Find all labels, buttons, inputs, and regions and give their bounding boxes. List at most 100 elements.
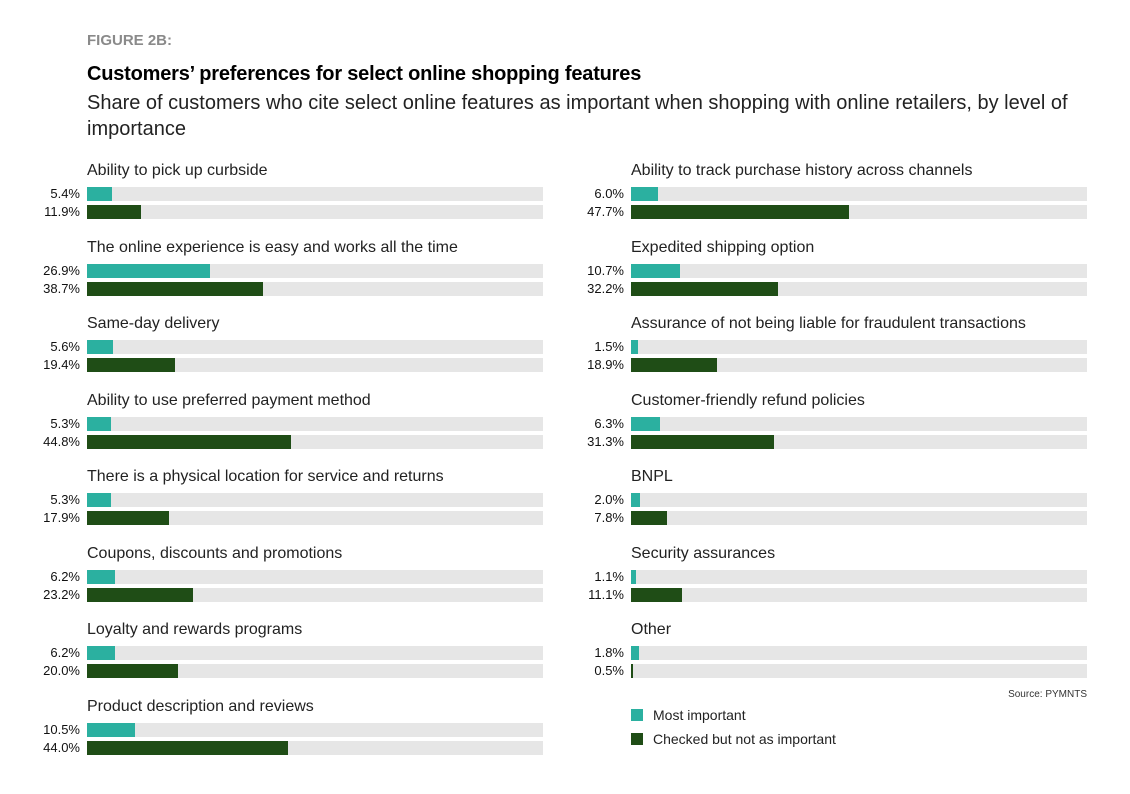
bar-most-important <box>87 722 135 737</box>
bar-most-important <box>87 187 112 201</box>
bar-checked <box>631 664 634 678</box>
value-label: 6.3% <box>594 415 624 431</box>
bar-most-important <box>87 416 112 431</box>
bar-track <box>631 434 1087 449</box>
bar-track <box>87 281 543 296</box>
bar-most-important <box>87 340 113 354</box>
bar-checked <box>87 587 193 602</box>
value-label: 11.9% <box>44 204 80 219</box>
category-label: Loyalty and rewards programs <box>87 621 303 638</box>
category-label: BNPL <box>631 468 673 485</box>
legend-label: Checked but not as important <box>653 731 836 747</box>
bar-checked <box>631 511 667 525</box>
value-label: 6.2% <box>50 645 80 660</box>
value-label: 5.3% <box>50 492 80 507</box>
bar-checked <box>631 587 682 602</box>
bar-checked <box>87 511 169 525</box>
category-label: Coupons, discounts and promotions <box>87 544 343 562</box>
value-label: 19.4% <box>43 357 80 372</box>
value-label: 23.2% <box>43 586 80 602</box>
bar-track <box>631 205 1087 219</box>
value-label: 31.3% <box>587 433 624 449</box>
bar-most-important <box>631 263 680 278</box>
value-label: 32.2% <box>587 280 624 296</box>
bar-most-important <box>631 416 660 431</box>
bar-checked <box>87 358 176 372</box>
bar-track <box>87 587 543 602</box>
bar-track <box>87 493 543 507</box>
value-label: 20.0% <box>43 663 80 678</box>
source-note: Source: PYMNTS <box>1008 689 1087 700</box>
legend-item-checked: Checked but not as important <box>631 731 836 747</box>
value-label: 11.1% <box>588 586 624 602</box>
bar-most-important <box>631 187 659 201</box>
category-label: Security assurances <box>631 544 776 562</box>
value-label: 10.5% <box>43 721 80 737</box>
bar-track <box>631 646 1087 660</box>
value-label: 47.7% <box>587 204 624 219</box>
category-label: There is a physical location for service… <box>87 468 444 485</box>
bar-track <box>87 187 543 201</box>
bar-checked <box>631 358 718 372</box>
bar-checked <box>87 740 288 755</box>
bar-checked <box>631 281 778 296</box>
bar-track <box>631 569 1087 584</box>
bar-track <box>631 416 1087 431</box>
bar-most-important <box>631 646 640 660</box>
category-label: The online experience is easy and works … <box>87 238 458 256</box>
category-label: Product description and reviews <box>87 697 314 715</box>
legend-swatch <box>631 733 643 745</box>
bar-track <box>631 281 1087 296</box>
bar-most-important <box>631 569 637 584</box>
chart-subtitle: Share of customers who cite select onlin… <box>87 92 1068 140</box>
category-label: Same-day delivery <box>87 315 220 332</box>
value-label: 7.8% <box>594 510 624 525</box>
value-label: 5.6% <box>50 339 80 354</box>
bar-track <box>87 740 543 755</box>
category-label: Ability to track purchase history across… <box>631 162 973 179</box>
value-label: 44.8% <box>43 433 80 449</box>
bar-most-important <box>87 569 116 584</box>
bar-track <box>631 340 1087 354</box>
category-label: Assurance of not being liable for fraudu… <box>631 315 1026 332</box>
bar-track <box>87 664 543 678</box>
bar-checked <box>87 205 142 219</box>
legend-label: Most important <box>653 707 746 723</box>
value-label: 1.1% <box>594 568 624 584</box>
bar-checked <box>87 434 292 449</box>
bar-track <box>631 263 1087 278</box>
bar-track <box>631 358 1087 372</box>
bar-checked <box>631 434 774 449</box>
bar-track <box>87 205 543 219</box>
value-label: 10.7% <box>587 262 624 278</box>
bar-checked <box>87 281 264 296</box>
value-label: 5.3% <box>50 415 80 431</box>
category-label: Ability to use preferred payment method <box>87 391 371 409</box>
bar-most-important <box>631 340 638 354</box>
value-label: 6.0% <box>594 186 624 201</box>
bar-track <box>87 263 543 278</box>
value-label: 26.9% <box>43 262 80 278</box>
value-label: 0.5% <box>594 663 624 678</box>
value-label: 1.5% <box>594 339 624 354</box>
value-label: 6.2% <box>50 568 80 584</box>
category-label: Ability to pick up curbside <box>87 162 268 179</box>
legend-item-most-important: Most important <box>631 707 746 723</box>
bar-track <box>631 511 1087 525</box>
bar-checked <box>631 205 849 219</box>
figure-label: FIGURE 2B: <box>87 32 173 49</box>
value-label: 5.4% <box>50 186 80 201</box>
bar-most-important <box>631 493 641 507</box>
bar-track <box>631 493 1087 507</box>
bar-track <box>631 587 1087 602</box>
bar-track <box>631 664 1087 678</box>
value-label: 1.8% <box>594 645 624 660</box>
category-label: Customer-friendly refund policies <box>631 391 865 409</box>
bar-most-important <box>87 646 116 660</box>
bar-track <box>631 187 1087 201</box>
bar-most-important <box>87 263 210 278</box>
bar-track <box>87 569 543 584</box>
bar-track <box>87 434 543 449</box>
bar-track <box>87 646 543 660</box>
